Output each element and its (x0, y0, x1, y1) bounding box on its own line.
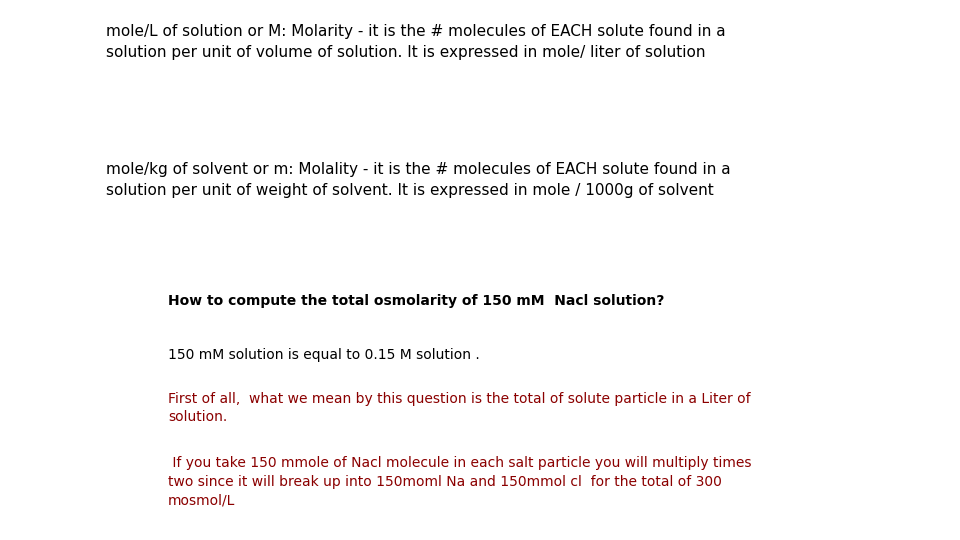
Text: How to compute the total osmolarity of 150 mM  Nacl solution?: How to compute the total osmolarity of 1… (168, 294, 664, 308)
Text: First of all,  what we mean by this question is the total of solute particle in : First of all, what we mean by this quest… (168, 392, 751, 424)
Text: mole/kg of solvent or m: Molality - it is the # molecules of EACH solute found i: mole/kg of solvent or m: Molality - it i… (106, 162, 731, 198)
Text: mole/L of solution or M: Molarity - it is the # molecules of EACH solute found i: mole/L of solution or M: Molarity - it i… (106, 24, 725, 60)
Text: 150 mM solution is equal to 0.15 M solution .: 150 mM solution is equal to 0.15 M solut… (168, 348, 480, 362)
Text: If you take 150 mmole of Nacl molecule in each salt particle you will multiply t: If you take 150 mmole of Nacl molecule i… (168, 456, 752, 507)
